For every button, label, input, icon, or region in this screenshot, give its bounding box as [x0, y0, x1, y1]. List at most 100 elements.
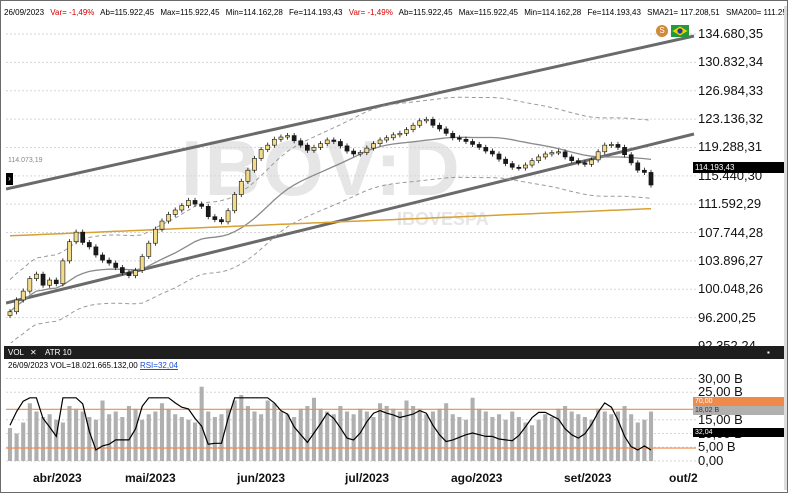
- volume-bar: [496, 414, 502, 461]
- candle: [549, 152, 555, 155]
- volume-bar: [364, 411, 369, 461]
- volume-bar: [126, 406, 131, 461]
- candle: [285, 135, 290, 138]
- volume-bar: [391, 408, 396, 461]
- candle: [523, 164, 528, 169]
- scrollbar[interactable]: [784, 6, 787, 490]
- rsi-high-tag: 70,00: [693, 397, 785, 406]
- volume-rsi-chart[interactable]: [6, 371, 696, 463]
- header-max: Max=115.922,45: [160, 8, 220, 17]
- volume-bar: [384, 406, 389, 461]
- s-badge-icon[interactable]: S: [656, 25, 668, 37]
- header-sma200: SMA200= 111.251: [725, 8, 788, 17]
- volume-bar: [7, 428, 13, 461]
- candle: [509, 163, 515, 168]
- volume-bar: [582, 417, 587, 461]
- header-var-2: Var= -1,49%: [348, 8, 393, 17]
- volume-bar: [589, 419, 594, 461]
- expand-arrow-icon[interactable]: ›: [6, 173, 13, 185]
- candle: [443, 128, 449, 134]
- volume-tick-label: 15,00 B: [698, 411, 743, 427]
- volume-bar: [14, 433, 19, 461]
- volume-bar: [318, 408, 323, 461]
- candle: [635, 162, 641, 171]
- candle: [146, 242, 152, 257]
- volume-bar: [536, 419, 541, 461]
- candle: [609, 144, 614, 146]
- price-tick-label: 126.984,33: [698, 82, 764, 98]
- candle: [463, 138, 469, 142]
- candle: [192, 200, 198, 205]
- volume-bar: [602, 411, 607, 461]
- tab-atr[interactable]: ATR 10: [45, 348, 72, 357]
- volume-bar: [450, 414, 455, 461]
- volume-bar: [80, 411, 85, 461]
- candle: [377, 139, 383, 144]
- volume-bar: [199, 386, 204, 461]
- volume-bar: [292, 417, 297, 461]
- volume-bar: [371, 417, 376, 461]
- tab-vol[interactable]: VOL: [8, 348, 25, 357]
- channel-upper-line: [6, 34, 695, 191]
- candle: [476, 144, 482, 148]
- candle: [126, 272, 132, 276]
- candle: [595, 151, 601, 161]
- candle: [106, 259, 112, 264]
- close-icon[interactable]: ✕: [30, 348, 37, 357]
- candle: [457, 137, 462, 140]
- volume-bar: [278, 411, 283, 461]
- header-open: Ab=115.922,45: [100, 8, 155, 17]
- time-tick-label: abr/2023: [33, 471, 82, 485]
- candle: [245, 169, 251, 182]
- price-tick-label: 103.896,27: [698, 252, 764, 268]
- candle: [86, 242, 92, 248]
- candle: [258, 149, 264, 159]
- volume-bar: [173, 414, 178, 461]
- volume-bar: [40, 417, 46, 461]
- candle: [179, 205, 185, 211]
- indicator-vol: VOL=18.021.665.132,00: [50, 361, 138, 370]
- volume-bar: [232, 400, 237, 461]
- volume-bar: [265, 400, 270, 461]
- indicator-rsi[interactable]: RSI=32,04: [139, 361, 178, 370]
- price-tick-label: 130.832,34: [698, 54, 764, 70]
- volume-bar: [87, 417, 92, 461]
- volume-bar: [219, 414, 224, 461]
- candle: [602, 144, 608, 153]
- volume-bar: [378, 403, 383, 461]
- volume-tick-label: 5,00 B: [698, 439, 736, 455]
- candle: [324, 139, 330, 144]
- volume-bar: [140, 419, 145, 461]
- candle: [47, 279, 52, 286]
- volume-tick-label: 0,00: [698, 453, 724, 468]
- candle: [490, 150, 495, 155]
- candle: [357, 152, 363, 155]
- price-tick-label: 123.136,32: [698, 111, 764, 127]
- header-min-2: Min=114.162,28: [524, 8, 582, 17]
- price-tick-label: 100.048,26: [698, 281, 764, 297]
- candle: [14, 299, 19, 313]
- candle: [423, 119, 429, 122]
- candle: [100, 254, 105, 261]
- volume-bar: [60, 422, 65, 461]
- bollinger-upper-line: [9, 96, 652, 280]
- volume-bar: [226, 408, 231, 461]
- volume-bar: [305, 406, 310, 461]
- volume-bar: [239, 395, 244, 461]
- price-chart[interactable]: [6, 6, 696, 343]
- maximize-icon[interactable]: ▪: [767, 348, 770, 357]
- volume-bar: [635, 422, 640, 461]
- volume-bar: [47, 414, 52, 461]
- volume-bar: [417, 408, 422, 461]
- candle: [166, 214, 171, 222]
- candle: [305, 144, 310, 151]
- sma21-line: [9, 136, 652, 313]
- volume-bar: [113, 411, 118, 461]
- candle: [648, 172, 654, 186]
- candle: [642, 169, 647, 173]
- header-min: Min=114.162,28: [225, 8, 283, 17]
- candle: [569, 156, 575, 161]
- candle: [556, 151, 561, 154]
- indicator-date: 26/09/2023: [8, 361, 49, 370]
